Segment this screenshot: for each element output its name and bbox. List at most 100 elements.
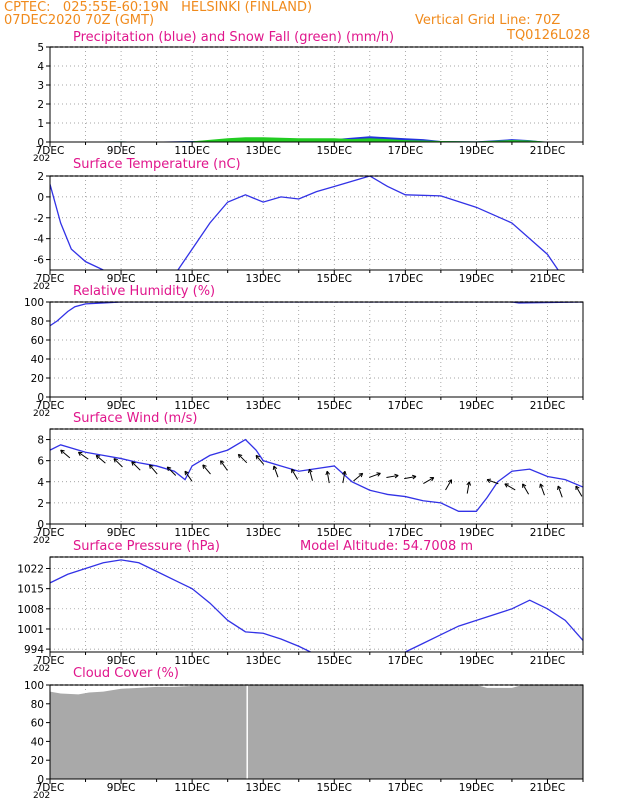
model-code: TQ0126L028: [507, 28, 591, 43]
wind-arrow-shaft: [423, 477, 435, 484]
humidity-ytick-label: 80: [31, 316, 44, 328]
wind-arrow-shaft: [149, 464, 158, 475]
humidity-xtick-label: 17DEC: [388, 400, 423, 412]
temperature-ytick-label: 0: [37, 192, 44, 204]
wind-arrow-head: [166, 466, 172, 471]
wind-xtick-label: 17DEC: [388, 527, 423, 539]
temperature-xtick-label: 21DEC: [530, 273, 565, 285]
pressure-frame: [49, 556, 584, 653]
temperature-xtick-label: 9DEC: [107, 273, 136, 285]
temperature-xtick-label: 19DEC: [459, 273, 494, 285]
wind-xtick-label: 13DEC: [245, 527, 280, 539]
wind-xtick-label: 9DEC: [107, 527, 136, 539]
wind-arrow-head: [486, 478, 492, 483]
wind-arrow-shaft: [131, 461, 141, 471]
pressure-ytick-label: 994: [24, 644, 44, 656]
wind-arrow-shaft: [575, 485, 583, 497]
wind-arrow-shaft: [113, 458, 123, 468]
cloud-xtick-label: 13DEC: [245, 782, 280, 794]
humidity-xtick-label: 7DEC: [36, 400, 65, 412]
wind-arrow-shaft: [220, 460, 228, 471]
temperature-ytick-label: -6: [34, 255, 45, 267]
cloud-cover-area: [50, 685, 583, 779]
pressure-xtick-label: 13DEC: [245, 655, 280, 667]
pressure-year-stub: 202: [33, 664, 50, 674]
cloud-ytick-label: 100: [24, 680, 44, 692]
wind-ytick-label: 2: [37, 498, 44, 510]
wind-arrow-head: [220, 460, 225, 465]
wind-arrow-head: [325, 470, 331, 476]
temperature-panel: [46, 175, 584, 275]
humidity-xtick-label: 9DEC: [107, 400, 136, 412]
wind-arrow-head: [272, 465, 278, 470]
wind-arrow-head: [342, 470, 347, 476]
cloud-xtick-label: 21DEC: [530, 782, 565, 794]
wind-arrow-head: [447, 479, 453, 484]
precip-panel: [46, 46, 584, 147]
wind-frame: [49, 428, 584, 525]
wind-arrow-shaft: [308, 468, 313, 481]
pressure-line: [50, 559, 583, 652]
station-header-line1: CPTEC: 025:55E-60:19N HELSINKI (FINLAND): [4, 0, 313, 15]
temperature-year-stub: 202: [33, 282, 50, 292]
precip-frame: [49, 46, 584, 143]
cloud-title: Cloud Cover (%): [73, 666, 179, 681]
wind-arrow-head: [237, 453, 243, 459]
wind-xtick-label: 11DEC: [174, 527, 209, 539]
wind-arrow-head: [184, 470, 189, 476]
wind-arrow-head: [255, 454, 261, 460]
wind-panel: [46, 428, 584, 529]
wind-ytick-label: 6: [37, 456, 44, 468]
pressure-panel: [46, 556, 584, 657]
humidity-frame: [49, 301, 584, 398]
wind-arrow-shaft: [353, 472, 364, 482]
pressure-xtick-label: 15DEC: [317, 655, 352, 667]
humidity-xtick-label: 21DEC: [530, 400, 565, 412]
humidity-ytick-label: 20: [31, 373, 44, 385]
precip-ytick-label: 2: [37, 99, 44, 111]
humidity-ytick-label: 40: [31, 354, 44, 366]
precip-year-stub: 202: [33, 154, 50, 164]
wind-arrow-shaft: [184, 470, 193, 482]
temperature-xtick-label: 13DEC: [245, 273, 280, 285]
temperature-xtick-label: 17DEC: [388, 273, 423, 285]
temperature-frame: [49, 175, 584, 271]
pressure-title: Surface Pressure (hPa): [73, 539, 220, 554]
cloud-ytick-label: 0: [37, 774, 44, 786]
cloud-ytick-label: 60: [31, 718, 44, 730]
humidity-year-stub: 202: [33, 409, 50, 419]
wind-arrow-head: [307, 468, 313, 474]
cloud-xtick-label: 9DEC: [107, 782, 136, 794]
wind-arrow-head: [429, 477, 435, 482]
wind-arrow-shaft: [273, 465, 279, 478]
temperature-xtick-label: 7DEC: [36, 273, 65, 285]
wind-arrow-head: [131, 461, 136, 466]
wind-arrow-shaft: [369, 472, 381, 478]
pressure-xtick-label: 17DEC: [388, 655, 423, 667]
wind-arrow-head: [95, 454, 101, 460]
temperature-ytick-label: -2: [34, 213, 44, 225]
wind-arrow-shaft: [237, 453, 248, 464]
wind-arrow-head: [466, 481, 472, 486]
precip-xtick-label: 11DEC: [174, 145, 209, 157]
wind-arrow-head: [376, 472, 381, 477]
wind-arrow-shaft: [557, 485, 563, 498]
precip-ytick-label: 5: [37, 42, 44, 54]
precip-ytick-label: 4: [37, 61, 44, 73]
wind-arrow-shaft: [202, 464, 211, 475]
wind-arrow-head: [522, 483, 527, 488]
wind-line: [50, 438, 583, 512]
pressure-xtick-label: 9DEC: [107, 655, 136, 667]
wind-xtick-label: 19DEC: [459, 527, 494, 539]
wind-arrow-shaft: [291, 468, 299, 480]
cloud-xtick-label: 7DEC: [36, 782, 65, 794]
temperature-ytick-label: -4: [34, 234, 45, 246]
precip-xtick-label: 19DEC: [459, 145, 494, 157]
wind-year-stub: 202: [33, 536, 50, 546]
temperature-title: Surface Temperature (nC): [73, 157, 241, 172]
wind-ytick-label: 4: [37, 477, 44, 489]
wind-arrow-head: [291, 468, 296, 474]
wind-arrow-shaft: [60, 449, 71, 459]
wind-arrow-shaft: [95, 455, 106, 464]
wind-arrow-head: [394, 473, 399, 479]
